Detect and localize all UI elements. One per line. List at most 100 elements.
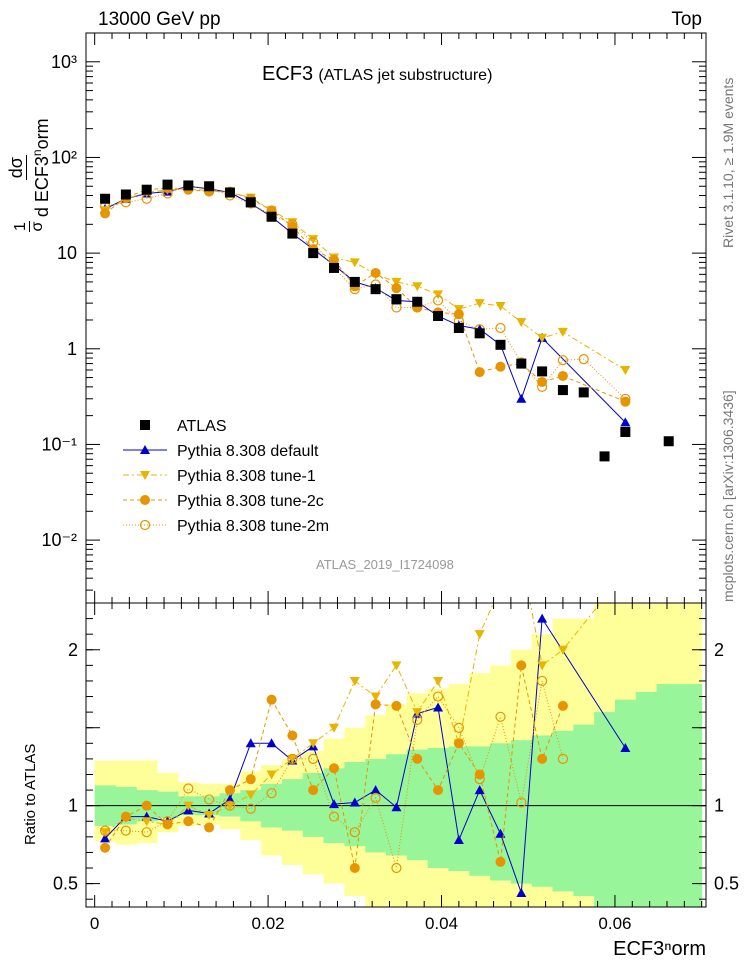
ratio-series	[99, 568, 631, 897]
legend-pythia-8-308-tune-2c-marker	[140, 495, 150, 505]
series-pythia-8-308-tune-2m-point	[432, 295, 444, 306]
series-atlas-point	[204, 181, 215, 192]
series-pythia-8-308-tune-2c-point	[391, 283, 402, 294]
series-pythia-8-308-tune-2c-ratio-point	[120, 811, 131, 822]
series-pythia-8-308-tune-2c-ratio-point	[412, 753, 423, 764]
series-atlas-point	[495, 339, 506, 350]
series-pythia-8-308-tune-1-ratio-point	[370, 692, 381, 702]
analysis-id: ATLAS_2019_I1724098	[316, 557, 454, 572]
rivet-label: Rivet 3.1.10, ≥ 1.9M events	[720, 77, 736, 248]
green-band-bin	[552, 730, 574, 892]
corner-label: Top	[671, 9, 702, 30]
series-pythia-8-308-tune-1-point	[412, 282, 423, 292]
series-pythia-8-308-tune-1-line	[104, 188, 626, 371]
series-pythia-8-308-tune-2c-ratio-point	[287, 730, 298, 741]
series-pythia-8-308-default-ratio-point	[329, 799, 339, 809]
series-pythia-8-308-default-ratio-point	[245, 738, 256, 748]
axes-layer: 0 0.02 0.04 0.06 10⁻² 10⁻¹ 1 10 10² 10³ 0.5 0.5 1 1 2 2	[41, 32, 739, 933]
series-pythia-8-308-tune-2c-line	[104, 187, 626, 403]
ratio-y-tick-label-right: 1	[714, 796, 724, 816]
series-pythia-8-308-tune-2m-ratio-point	[224, 800, 236, 811]
series-pythia-8-308-tune-2c-point	[557, 370, 568, 381]
series-atlas-point	[370, 284, 381, 295]
series-pythia-8-308-default-ratio-point	[453, 834, 464, 844]
series-pythia-8-308-tune-2m-ratio-point	[391, 862, 402, 874]
series-pythia-8-308-tune-2m-point	[495, 322, 506, 334]
series-layer	[99, 179, 674, 897]
series-pythia-8-308-default-ratio-point	[433, 702, 444, 712]
legend-pythia-8-308-tune-2m-marker	[139, 519, 151, 531]
series-pythia-8-308-tune-2c-ratio-point	[141, 800, 152, 811]
series-pythia-8-308-tune-1-ratio-point	[433, 676, 444, 686]
series-pythia-8-308-tune-2c-ratio-point	[516, 660, 527, 671]
series-pythia-8-308-tune-2c-ratio-point	[433, 785, 444, 796]
series-pythia-8-308-tune-1-ratio-point	[537, 661, 548, 671]
x-tick-label: 0.02	[252, 914, 285, 933]
series-pythia-8-308-tune-1-ratio-point	[308, 739, 319, 749]
series-pythia-8-308-tune-2c-ratio-point	[266, 694, 277, 705]
series-pythia-8-308-tune-2m-ratio-point	[474, 774, 485, 785]
series-pythia-8-308-tune-2c-ratio-point	[308, 785, 319, 796]
green-band-bin	[406, 749, 429, 861]
series-atlas-point	[663, 436, 674, 447]
ratio-panel-frame	[85, 602, 707, 908]
series-atlas-point	[349, 276, 360, 287]
legend-pythia-8-308-default-label: Pythia 8.308 default	[177, 443, 319, 460]
green-band-bin	[510, 740, 533, 884]
series-pythia-8-308-tune-2c-ratio-point	[183, 816, 194, 827]
series-pythia-8-308-default-ratio-point	[391, 802, 402, 812]
series-pythia-8-308-tune-2m-point	[557, 355, 569, 366]
series-pythia-8-308-tune-2c-ratio-point	[100, 842, 111, 853]
series-pythia-8-308-tune-2m-ratio-point	[266, 788, 277, 799]
main-y-tick-label: 10³	[51, 52, 77, 72]
series-pythia-8-308-tune-2m-ratio-point	[557, 753, 569, 764]
green-band-bin	[281, 779, 304, 831]
series-pythia-8-308-tune-1-point	[391, 277, 402, 287]
series-atlas-point	[516, 358, 527, 369]
series-pythia-8-308-tune-2m-ratio-point	[370, 792, 381, 803]
series-pythia-8-308-tune-1-ratio-point	[495, 583, 505, 592]
ratio-y-tick-label-right: 0.5	[714, 874, 739, 894]
series-pythia-8-308-tune-2c-ratio-point	[391, 700, 402, 711]
series-pythia-8-308-tune-1-point	[308, 235, 319, 245]
series-pythia-8-308-tune-2c-point	[495, 361, 506, 372]
x-axis-title: ECF3ⁿorm	[613, 938, 706, 960]
x-tick-label: 0.06	[598, 914, 631, 933]
legend-pythia-8-308-tune-1-marker	[140, 471, 150, 480]
series-atlas-point	[183, 180, 194, 191]
series-pythia-8-308-tune-1-ratio-point	[329, 723, 339, 733]
series-atlas-point	[433, 311, 444, 322]
series-pythia-8-308-default-ratio-point	[620, 742, 631, 752]
series-pythia-8-308-default-ratio-point	[224, 794, 235, 804]
main-series	[99, 179, 674, 462]
series-atlas-point	[266, 211, 277, 222]
green-band-bin	[427, 747, 449, 869]
green-band-bin	[157, 791, 179, 819]
series-pythia-8-308-tune-2m-ratio-line	[105, 680, 564, 869]
series-pythia-8-308-tune-1-ratio-point	[620, 568, 630, 577]
x-tick-label: 0.04	[425, 914, 458, 933]
series-pythia-8-308-tune-2m-line	[104, 185, 626, 400]
series-pythia-8-308-tune-2c-point	[100, 208, 111, 219]
legend-atlas-marker	[140, 420, 150, 430]
series-pythia-8-308-default-ratio-point	[537, 613, 548, 623]
series-pythia-8-308-tune-1-point	[516, 318, 527, 328]
series-atlas-point	[474, 328, 485, 339]
series-pythia-8-308-tune-2m-point	[620, 393, 631, 404]
series-pythia-8-308-tune-2m-ratio-point	[328, 811, 340, 822]
green-band-bin	[469, 746, 491, 876]
main-y-tick-label: 10⁻¹	[41, 434, 77, 454]
series-pythia-8-308-tune-2m-ratio-point	[432, 691, 444, 702]
legend-pythia-8-308-default-marker	[140, 445, 150, 454]
series-pythia-8-308-tune-2c-point	[329, 254, 339, 265]
series-pythia-8-308-tune-2m-point	[578, 353, 589, 365]
source-label: mcplots.cern.ch [arXiv:1306.3436]	[720, 390, 736, 602]
series-pythia-8-308-tune-2m-ratio-point	[162, 816, 173, 827]
plot-title-sub: (ATLAS jet substructure)	[318, 67, 493, 84]
series-pythia-8-308-tune-1-ratio-point	[141, 817, 152, 827]
series-pythia-8-308-tune-1-point	[495, 302, 506, 312]
series-pythia-8-308-tune-1-ratio-point	[224, 801, 235, 811]
ratio-y-axis-title: Ratio to ATLAS	[22, 743, 39, 845]
